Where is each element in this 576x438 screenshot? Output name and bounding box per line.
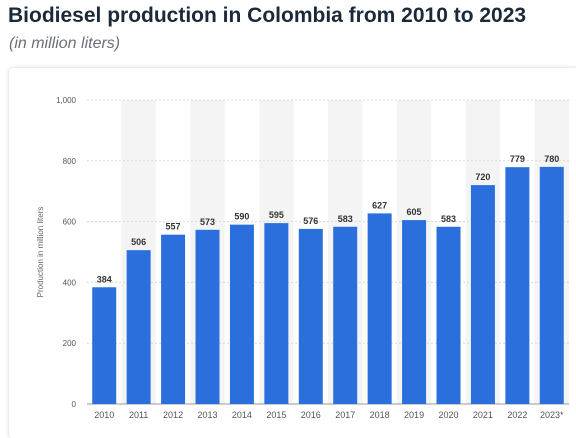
y-tick-label: 1,000 [56, 96, 77, 105]
x-tick-label: 2016 [301, 410, 321, 420]
x-tick-label: 2014 [232, 410, 252, 420]
bar [505, 167, 530, 404]
data-label: 573 [200, 217, 215, 227]
bar [229, 224, 254, 404]
bar [402, 220, 427, 404]
bar [126, 250, 151, 404]
bar [195, 229, 220, 404]
x-tick-label: 2021 [473, 410, 493, 420]
x-tick-label: 2015 [266, 410, 286, 420]
bar-chart: 0 200 400 600 800 1,000 384 506 557 573 590 595 576… [36, 96, 569, 420]
x-tick-label: 2019 [404, 410, 424, 420]
bar [161, 234, 186, 404]
y-axis-ticks: 0 200 400 600 800 1,000 [56, 96, 77, 409]
bar [333, 226, 358, 404]
data-labels: 384 506 557 573 590 595 576 583 627 605 583 720 779 7… [97, 154, 560, 284]
x-axis-ticks: 2010 2011 2012 2013 2014 2015 2016 2017 2018 2019… [94, 410, 564, 420]
bar [92, 287, 117, 404]
data-label: 557 [166, 222, 181, 232]
data-label: 720 [475, 172, 490, 182]
bars [92, 166, 564, 404]
x-tick-label: 2022 [507, 410, 527, 420]
x-tick-label: 2010 [94, 410, 114, 420]
bar [298, 228, 323, 404]
x-tick-label: 2017 [335, 410, 355, 420]
chart-subtitle: (in million liters) [9, 35, 121, 52]
data-label: 627 [372, 200, 387, 210]
y-tick-label: 200 [63, 339, 77, 348]
data-label: 605 [407, 207, 422, 217]
x-tick-label: 2011 [129, 410, 148, 420]
y-tick-label: 400 [63, 278, 77, 287]
data-label: 595 [269, 210, 284, 220]
data-label: 590 [234, 212, 249, 222]
x-tick-label: 2018 [370, 410, 390, 420]
data-label: 780 [544, 154, 559, 164]
y-tick-label: 0 [72, 400, 77, 409]
x-tick-label: 2020 [438, 410, 458, 420]
data-label: 583 [338, 214, 353, 224]
bar [539, 166, 564, 404]
x-tick-label: 2012 [163, 410, 183, 420]
data-label: 583 [441, 214, 456, 224]
bar [470, 185, 495, 404]
chart-title: Biodiesel production in Colombia from 20… [8, 4, 527, 27]
data-label: 779 [510, 154, 525, 164]
y-tick-label: 600 [63, 218, 77, 227]
bar [436, 226, 461, 404]
x-tick-label: 2023* [540, 410, 564, 420]
x-tick-label: 2013 [197, 410, 217, 420]
y-tick-label: 800 [63, 157, 77, 166]
y-axis-label: Production in million liters [36, 207, 45, 298]
bar [264, 223, 289, 404]
data-label: 506 [131, 237, 146, 247]
data-label: 576 [303, 216, 318, 226]
data-label: 384 [97, 274, 112, 284]
bar [367, 213, 392, 404]
